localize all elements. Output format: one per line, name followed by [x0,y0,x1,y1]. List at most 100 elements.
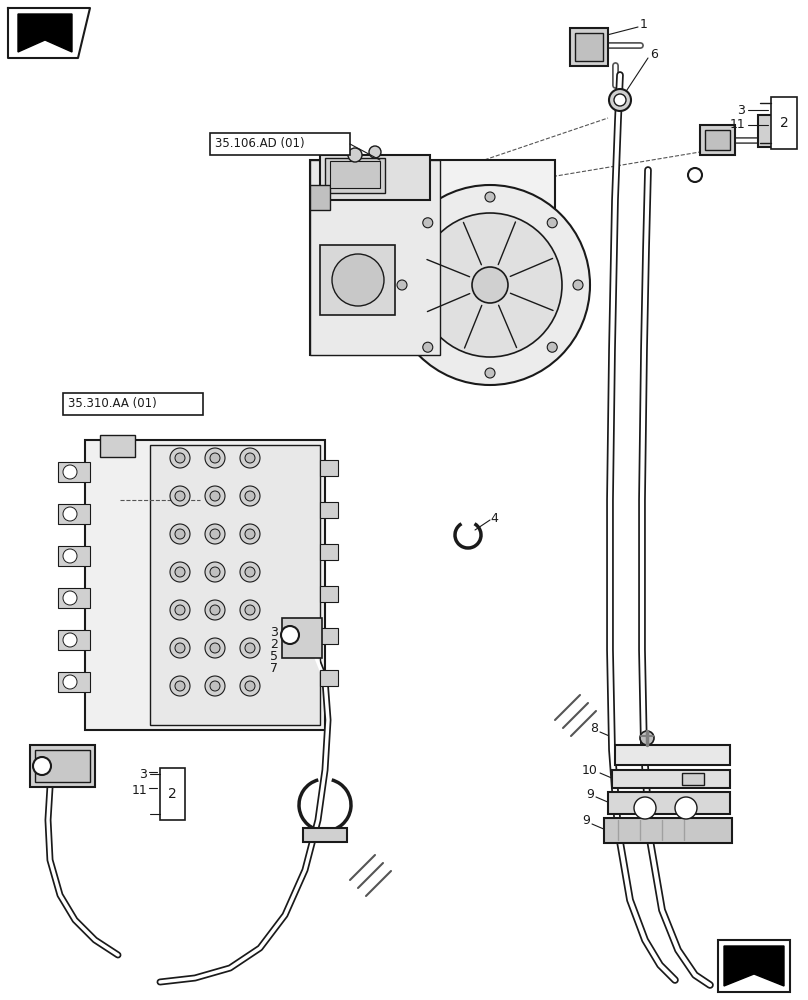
Bar [85,440,325,730]
Bar [320,155,430,200]
Circle shape [634,797,656,819]
Bar [160,768,185,820]
Bar [210,133,350,155]
Text: 3: 3 [737,104,745,116]
Circle shape [210,453,220,463]
Circle shape [205,486,225,506]
Circle shape [170,448,190,468]
Circle shape [170,486,190,506]
Circle shape [240,638,260,658]
Circle shape [332,254,384,306]
Text: 1: 1 [640,17,648,30]
Polygon shape [8,8,90,58]
Text: 3: 3 [139,768,147,780]
Circle shape [245,491,255,501]
Circle shape [348,148,362,162]
Bar [320,502,338,518]
Circle shape [210,529,220,539]
Circle shape [245,643,255,653]
Bar [310,160,440,355]
Bar [100,435,135,457]
Circle shape [63,465,77,479]
Circle shape [205,562,225,582]
Circle shape [210,643,220,653]
Bar [612,770,730,788]
Circle shape [640,731,654,745]
Text: 11: 11 [730,118,745,131]
Circle shape [369,146,381,158]
Circle shape [240,486,260,506]
Circle shape [170,676,190,696]
Circle shape [170,562,190,582]
Circle shape [63,675,77,689]
Circle shape [205,448,225,468]
Bar [330,161,380,188]
Bar [58,504,90,524]
Bar [63,393,203,415]
Bar [682,773,704,785]
Bar [771,97,797,149]
Bar [608,792,730,814]
Bar [320,586,338,602]
Circle shape [33,757,51,775]
Circle shape [205,524,225,544]
Circle shape [390,185,590,385]
Text: 2: 2 [270,639,278,652]
Circle shape [245,681,255,691]
Bar [320,544,338,560]
Circle shape [210,681,220,691]
Bar [30,745,95,787]
Bar [604,818,732,843]
Circle shape [205,638,225,658]
Text: 5: 5 [270,650,278,664]
Circle shape [245,529,255,539]
Circle shape [688,168,702,182]
Circle shape [170,524,190,544]
Circle shape [175,605,185,615]
Bar [758,115,790,147]
Text: 2: 2 [780,116,789,130]
Bar [58,588,90,608]
Text: 8: 8 [590,722,598,736]
Circle shape [240,524,260,544]
Circle shape [175,491,185,501]
Circle shape [175,567,185,577]
Circle shape [175,643,185,653]
Circle shape [614,94,626,106]
Text: 7: 7 [270,662,278,676]
Text: 9: 9 [582,814,590,828]
Bar [575,33,603,61]
Bar [35,750,90,782]
Circle shape [245,567,255,577]
Bar [320,460,338,476]
Circle shape [485,192,495,202]
Circle shape [573,280,583,290]
Circle shape [397,280,407,290]
Bar [615,745,730,765]
Circle shape [210,605,220,615]
Circle shape [170,600,190,620]
Circle shape [240,448,260,468]
Circle shape [245,453,255,463]
Circle shape [245,605,255,615]
Circle shape [205,600,225,620]
Circle shape [240,676,260,696]
Bar [320,628,338,644]
Circle shape [472,267,508,303]
Circle shape [63,633,77,647]
Circle shape [675,797,697,819]
Bar [282,618,322,658]
Circle shape [175,681,185,691]
Circle shape [210,491,220,501]
Text: 2: 2 [167,787,176,801]
Text: 3: 3 [270,626,278,640]
Circle shape [63,507,77,521]
Circle shape [175,529,185,539]
Bar [700,125,735,155]
Text: 10: 10 [582,764,598,776]
Bar [705,130,730,150]
Text: 35.106.AD (01): 35.106.AD (01) [215,137,305,150]
Polygon shape [18,14,72,52]
Text: 11: 11 [131,784,147,796]
Bar [58,546,90,566]
